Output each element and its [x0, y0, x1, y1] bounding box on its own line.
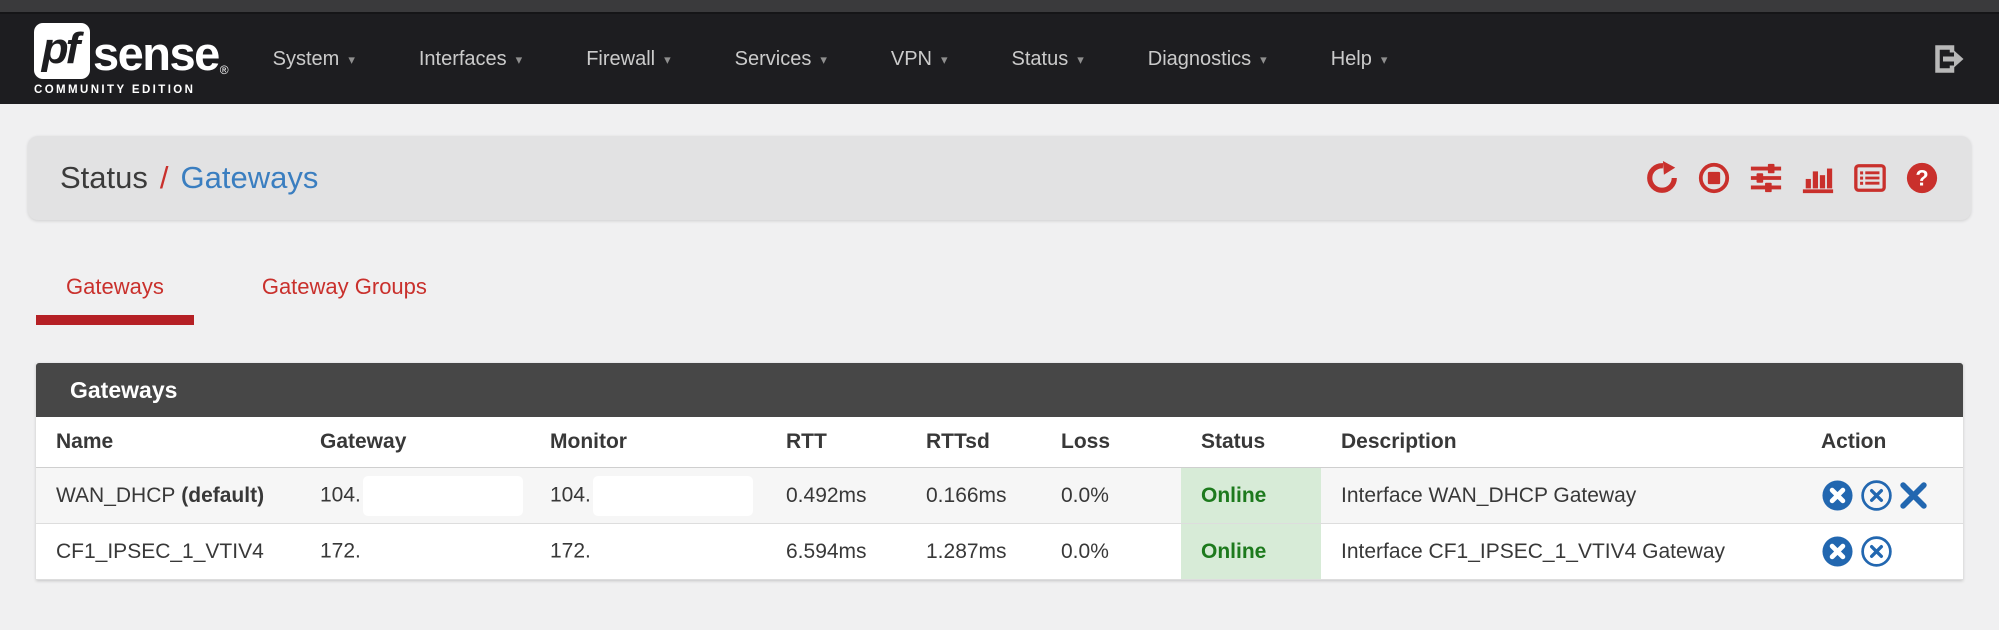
- registered-mark: ®: [219, 62, 229, 77]
- chevron-down-icon: ▾: [820, 51, 827, 67]
- chevron-down-icon: ▾: [515, 51, 523, 67]
- nav-item-services[interactable]: Services ▾: [734, 47, 827, 70]
- nav-item-status[interactable]: Status ▾: [1011, 47, 1084, 70]
- gateway-address: 104.: [300, 467, 530, 524]
- breadcrumb-section: Status: [60, 160, 148, 195]
- actions-cell: [1801, 467, 1963, 524]
- nav-item-diagnostics[interactable]: Diagnostics ▾: [1147, 47, 1267, 70]
- gateway-address: 172.: [300, 523, 530, 580]
- chevron-down-icon: ▾: [1260, 51, 1267, 67]
- col-header-name: Name: [36, 417, 300, 468]
- col-header-rtt: RTT: [766, 417, 906, 468]
- nav-item-firewall[interactable]: Firewall ▾: [586, 47, 671, 70]
- stop-icon[interactable]: [1697, 161, 1731, 195]
- loss-value: 0.0%: [1041, 467, 1181, 524]
- tab-gateway-groups[interactable]: Gateway Groups: [261, 274, 427, 299]
- times-icon[interactable]: [1899, 481, 1928, 510]
- brand-edition-label: COMMUNITY EDITION: [34, 83, 196, 96]
- col-header-monitor: Monitor: [530, 417, 766, 468]
- status-badge: Online: [1181, 523, 1321, 580]
- navbar: pf sense ® COMMUNITY EDITION System ▾ Int…: [0, 14, 1999, 104]
- times-circle-outline-icon[interactable]: [1860, 535, 1893, 568]
- redacted-ip-box: [362, 531, 523, 572]
- redacted-ip-box: [592, 531, 753, 572]
- nav-item-help[interactable]: Help ▾: [1330, 47, 1388, 70]
- refresh-icon[interactable]: [1645, 161, 1679, 195]
- breadcrumb-current-page[interactable]: Gateways: [180, 160, 319, 195]
- sliders-icon[interactable]: [1749, 161, 1783, 195]
- rttsd-value: 0.166ms: [906, 467, 1041, 524]
- col-header-status: Status: [1181, 417, 1321, 468]
- gateway-description: Interface WAN_DHCP Gateway: [1321, 467, 1801, 524]
- pfsense-logo[interactable]: pf sense ® COMMUNITY EDITION: [34, 22, 229, 96]
- redacted-ip-box: [592, 475, 753, 516]
- chevron-down-icon: ▾: [1380, 51, 1388, 67]
- chevron-down-icon: ▾: [941, 51, 948, 67]
- monitor-address: 172.: [530, 523, 766, 580]
- times-circle-outline-icon[interactable]: [1860, 479, 1893, 512]
- gateway-description: Interface CF1_IPSEC_1_VTIV4 Gateway: [1321, 523, 1801, 580]
- table-row-cf1-ipsec: CF1_IPSEC_1_VTIV4 172. 172. 6.594ms 1.28…: [36, 523, 1963, 580]
- loss-value: 0.0%: [1041, 523, 1181, 580]
- tab-gateways[interactable]: Gateways: [36, 274, 194, 325]
- page-action-icons: ?: [1645, 161, 1939, 195]
- nav-menu: System ▾ Interfaces ▾ Firewall ▾ Services ▾ …: [273, 48, 1929, 71]
- actions-cell: [1801, 523, 1963, 580]
- chevron-down-icon: ▾: [348, 51, 355, 67]
- nav-item-system[interactable]: System ▾: [272, 47, 355, 70]
- table-header-row: Name Gateway Monitor RTT RTTsd Loss Stat…: [36, 417, 1963, 468]
- pf-logo-box: pf: [34, 22, 90, 79]
- sign-out-icon[interactable]: [1929, 41, 1965, 77]
- rtt-value: 6.594ms: [766, 523, 906, 580]
- gateways-table: Name Gateway Monitor RTT RTTsd Loss Stat…: [36, 417, 1963, 580]
- chevron-down-icon: ▾: [1077, 51, 1084, 67]
- svg-text:?: ?: [1915, 166, 1928, 191]
- nav-item-vpn[interactable]: VPN ▾: [890, 47, 948, 70]
- gateway-name: WAN_DHCP (default): [36, 467, 300, 524]
- times-circle-filled-icon[interactable]: [1821, 535, 1854, 568]
- rtt-value: 0.492ms: [766, 467, 906, 524]
- log-list-icon[interactable]: [1853, 161, 1887, 195]
- col-header-gateway: Gateway: [300, 417, 530, 468]
- brand-text: sense: [93, 26, 220, 80]
- col-header-rttsd: RTTsd: [906, 417, 1041, 468]
- table-row-wan-dhcp: WAN_DHCP (default) 104. 104. 0.492ms 0.1…: [36, 467, 1963, 524]
- help-icon[interactable]: ?: [1905, 161, 1939, 195]
- panel-title: Gateways: [36, 363, 1963, 417]
- breadcrumb-bar: Status / Gateways: [28, 136, 1971, 220]
- nav-item-interfaces[interactable]: Interfaces ▾: [418, 47, 523, 70]
- col-header-action: Action: [1801, 417, 1963, 468]
- monitor-address: 104.: [530, 467, 766, 524]
- breadcrumb-separator: /: [159, 160, 169, 195]
- gateways-panel: Gateways Name Gateway Monitor RTT RTTsd …: [36, 363, 1963, 580]
- breadcrumb: Status / Gateways: [60, 160, 318, 196]
- gateway-name: CF1_IPSEC_1_VTIV4: [36, 523, 300, 580]
- times-circle-filled-icon[interactable]: [1821, 479, 1854, 512]
- col-header-description: Description: [1321, 417, 1801, 468]
- browser-chrome-strip: [0, 0, 1999, 14]
- bar-chart-icon[interactable]: [1801, 161, 1835, 195]
- col-header-loss: Loss: [1041, 417, 1181, 468]
- tab-bar: Gateways Gateway Groups: [36, 274, 1999, 325]
- chevron-down-icon: ▾: [664, 51, 671, 67]
- redacted-ip-box: [362, 475, 523, 516]
- status-badge: Online: [1181, 467, 1321, 524]
- rttsd-value: 1.287ms: [906, 523, 1041, 580]
